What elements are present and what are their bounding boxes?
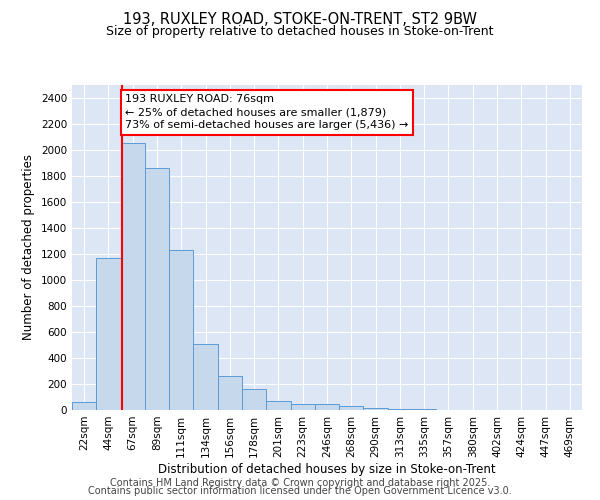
Bar [364, 408, 388, 410]
Text: 193 RUXLEY ROAD: 76sqm
← 25% of detached houses are smaller (1,879)
73% of semi-: 193 RUXLEY ROAD: 76sqm ← 25% of detached… [125, 94, 409, 130]
Bar [290, 404, 315, 410]
Bar [242, 389, 266, 410]
Bar [145, 168, 169, 410]
Bar [72, 402, 96, 410]
Bar [96, 258, 121, 410]
Bar [315, 404, 339, 410]
Bar [266, 401, 290, 410]
X-axis label: Distribution of detached houses by size in Stoke-on-Trent: Distribution of detached houses by size … [158, 462, 496, 475]
Bar [169, 250, 193, 410]
Bar [339, 406, 364, 410]
Text: 193, RUXLEY ROAD, STOKE-ON-TRENT, ST2 9BW: 193, RUXLEY ROAD, STOKE-ON-TRENT, ST2 9B… [123, 12, 477, 28]
Bar [121, 144, 145, 410]
Bar [218, 376, 242, 410]
Bar [193, 344, 218, 410]
Text: Contains HM Land Registry data © Crown copyright and database right 2025.: Contains HM Land Registry data © Crown c… [110, 478, 490, 488]
Y-axis label: Number of detached properties: Number of detached properties [22, 154, 35, 340]
Text: Contains public sector information licensed under the Open Government Licence v3: Contains public sector information licen… [88, 486, 512, 496]
Text: Size of property relative to detached houses in Stoke-on-Trent: Size of property relative to detached ho… [106, 25, 494, 38]
